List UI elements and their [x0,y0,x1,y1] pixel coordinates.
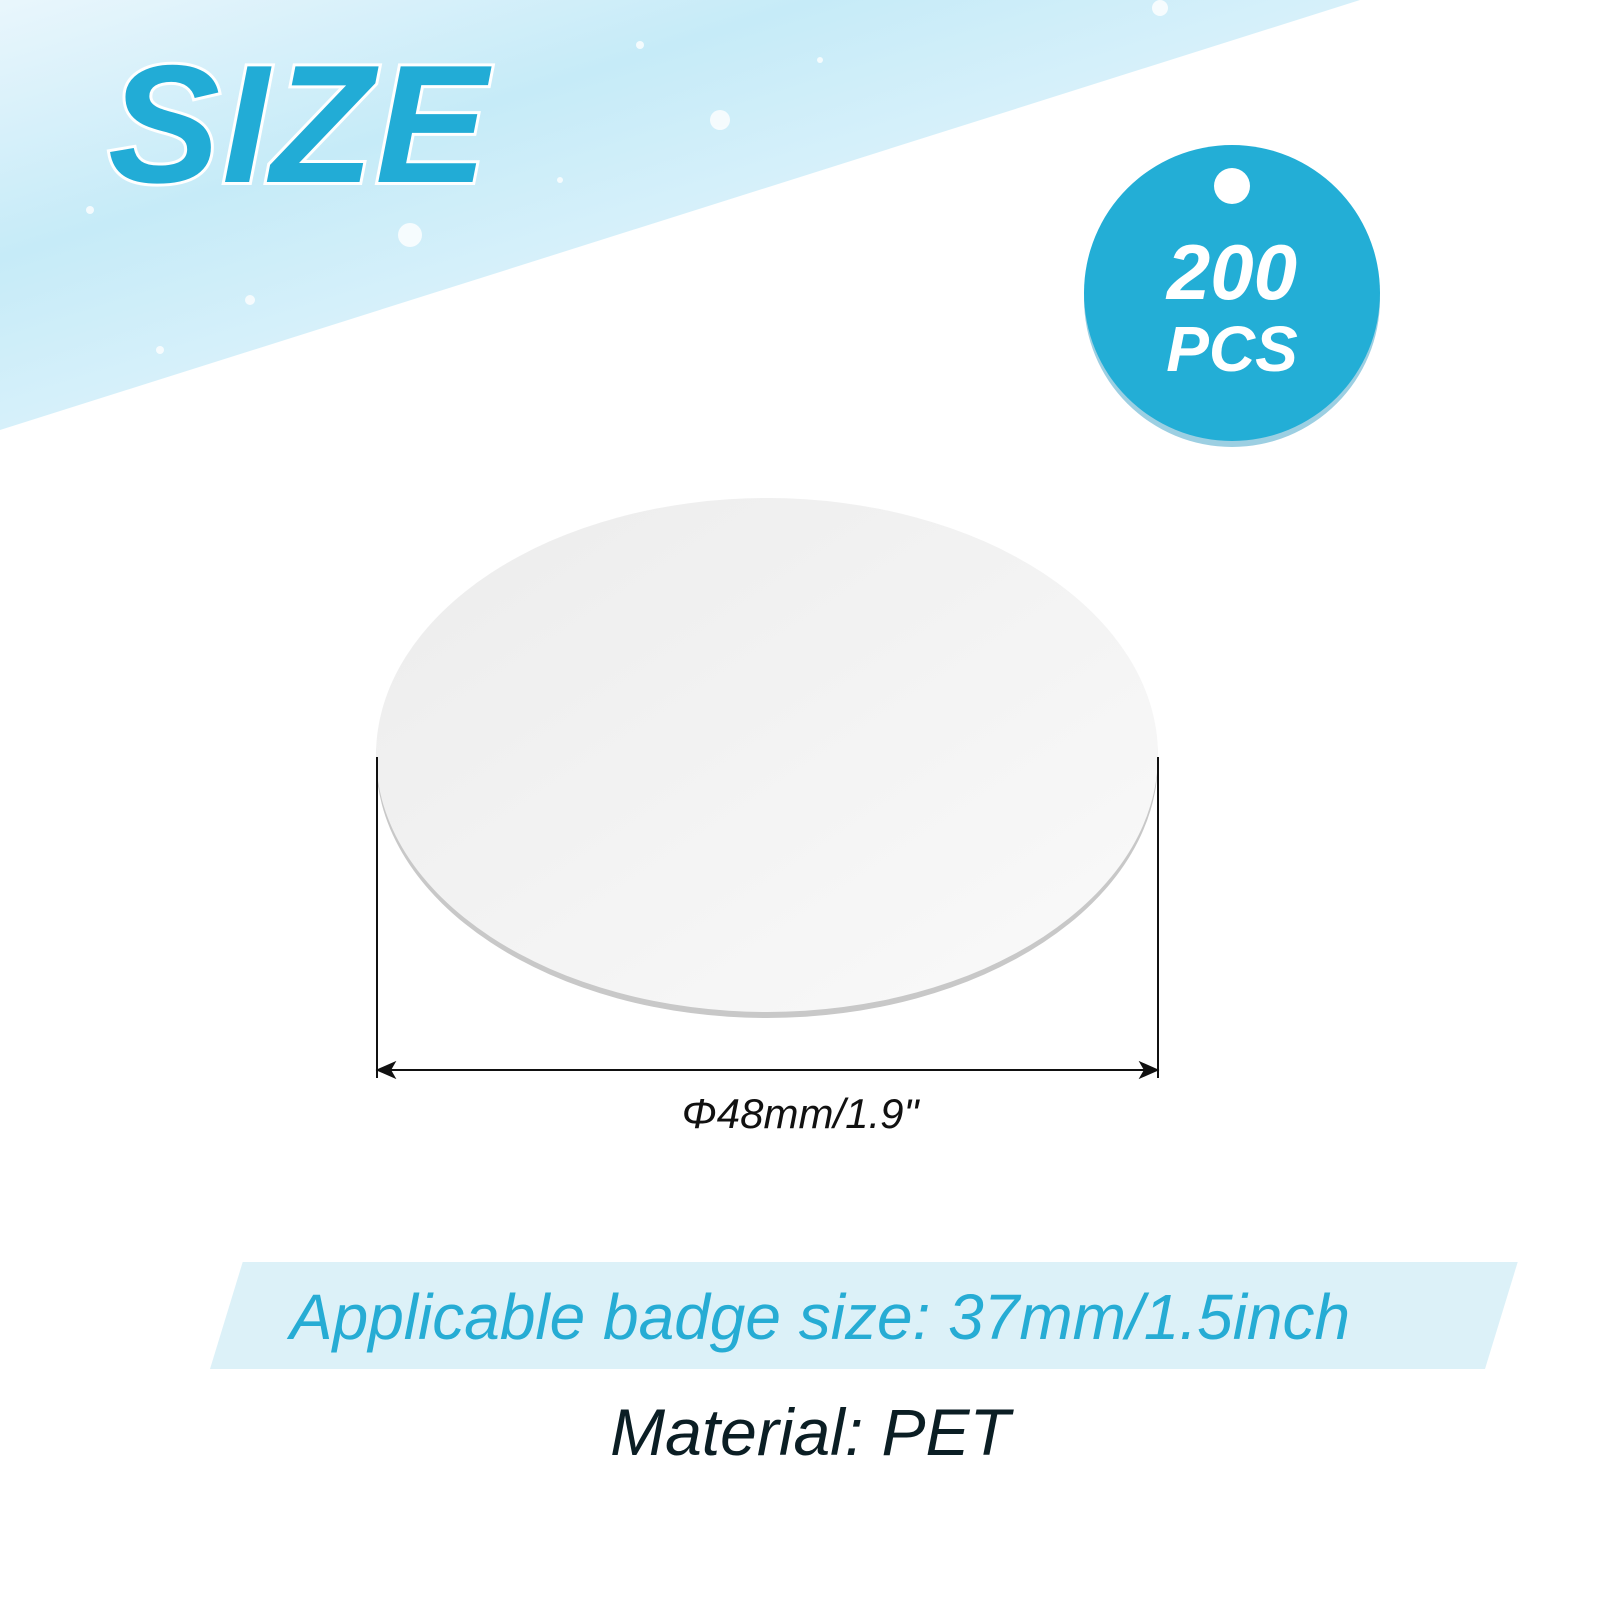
quantity-unit: PCS [1166,313,1298,385]
product-disc [376,498,1158,1012]
sky-banner [0,0,1360,430]
diameter-label: Φ48mm/1.9" [681,1090,919,1137]
arrow-left-icon [375,1060,397,1080]
sparkles [86,0,1168,354]
quantity-badge: 200 PCS [1084,145,1380,441]
quantity-count: 200 [1166,228,1298,316]
applicable-badge-size: Applicable badge size: 37mm/1.5inch [289,1281,1351,1353]
dimension-line [375,757,1160,1080]
arrow-right-icon [1138,1060,1160,1080]
tag-hole-icon [1214,168,1250,204]
page-title: SIZE [105,30,490,218]
material-label: Material: PET [610,1395,1010,1469]
